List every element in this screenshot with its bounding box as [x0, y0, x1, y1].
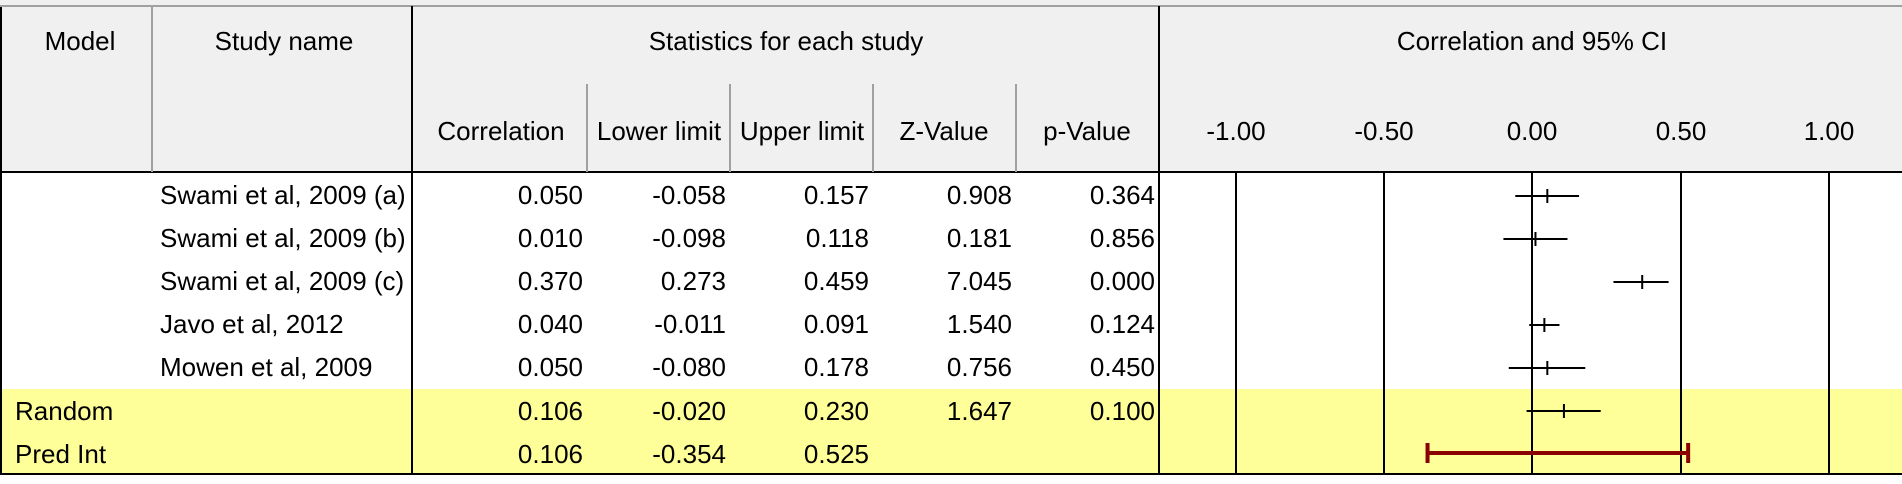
study-name: Javo et al, 2012	[160, 309, 344, 339]
summary-band	[0, 389, 1902, 474]
summary-upper-limit: 0.230	[804, 396, 869, 426]
study-row: Javo et al, 2012 0.040 -0.011 0.091 1.54…	[160, 309, 1155, 339]
study-upper-limit: 0.091	[804, 309, 869, 339]
summary-row-random: Random 0.106 -0.020 0.230 1.647 0.100	[15, 396, 1155, 426]
study-z-value: 0.756	[947, 352, 1012, 382]
study-correlation: 0.010	[518, 223, 583, 253]
study-upper-limit: 0.178	[804, 352, 869, 382]
study-name: Mowen et al, 2009	[160, 352, 372, 382]
study-p-value: 0.124	[1090, 309, 1155, 339]
header-plot-title: Correlation and 95% CI	[1397, 26, 1667, 56]
summary-correlation: 0.106	[518, 439, 583, 469]
plot-marks	[1425, 189, 1691, 463]
header-correlation: Correlation	[437, 116, 564, 146]
model-label: Random	[15, 396, 113, 426]
header-model: Model	[45, 26, 116, 56]
study-lower-limit: 0.273	[661, 266, 726, 296]
axis-tick-label: -0.50	[1354, 116, 1413, 146]
study-lower-limit: -0.011	[654, 309, 726, 339]
study-p-value: 0.450	[1090, 352, 1155, 382]
axis-tick-label: 1.00	[1804, 116, 1855, 146]
header-background	[0, 0, 1902, 172]
header-statistics-group: Statistics for each study	[649, 26, 924, 56]
study-lower-limit: -0.098	[652, 223, 726, 253]
axis-tick-label: -1.00	[1206, 116, 1265, 146]
summary-lower-limit: -0.354	[652, 439, 726, 469]
study-p-value: 0.364	[1090, 180, 1155, 210]
study-z-value: 7.045	[947, 266, 1012, 296]
summary-correlation: 0.106	[518, 396, 583, 426]
summary-p-value: 0.100	[1090, 396, 1155, 426]
study-lower-limit: -0.058	[652, 180, 726, 210]
study-z-value: 0.181	[947, 223, 1012, 253]
study-correlation: 0.040	[518, 309, 583, 339]
study-z-value: 1.540	[947, 309, 1012, 339]
study-row: Swami et al, 2009 (b) 0.010 -0.098 0.118…	[160, 223, 1155, 253]
study-name: Swami et al, 2009 (b)	[160, 223, 406, 253]
header-lower-limit: Lower limit	[597, 116, 722, 146]
study-upper-limit: 0.157	[804, 180, 869, 210]
summary-row-pred-int: Pred Int 0.106 -0.354 0.525	[15, 439, 869, 469]
study-upper-limit: 0.459	[804, 266, 869, 296]
model-label: Pred Int	[15, 439, 107, 469]
study-row: Swami et al, 2009 (a) 0.050 -0.058 0.157…	[160, 180, 1155, 210]
study-z-value: 0.908	[947, 180, 1012, 210]
header-p-value: p-Value	[1043, 116, 1131, 146]
summary-upper-limit: 0.525	[804, 439, 869, 469]
study-correlation: 0.050	[518, 352, 583, 382]
header-z-value: Z-Value	[899, 116, 988, 146]
study-correlation: 0.050	[518, 180, 583, 210]
header-upper-limit: Upper limit	[740, 116, 865, 146]
study-name: Swami et al, 2009 (a)	[160, 180, 406, 210]
axis-tick-label: 0.00	[1507, 116, 1558, 146]
study-p-value: 0.000	[1090, 266, 1155, 296]
study-correlation: 0.370	[518, 266, 583, 296]
summary-z-value: 1.647	[947, 396, 1012, 426]
study-row: Swami et al, 2009 (c) 0.370 0.273 0.459 …	[160, 266, 1155, 296]
summary-lower-limit: -0.020	[652, 396, 726, 426]
study-name: Swami et al, 2009 (c)	[160, 266, 404, 296]
header-study-name: Study name	[215, 26, 354, 56]
study-lower-limit: -0.080	[652, 352, 726, 382]
study-row: Mowen et al, 2009 0.050 -0.080 0.178 0.7…	[160, 352, 1155, 382]
study-p-value: 0.856	[1090, 223, 1155, 253]
axis-tick-label: 0.50	[1656, 116, 1707, 146]
study-upper-limit: 0.118	[806, 223, 869, 253]
